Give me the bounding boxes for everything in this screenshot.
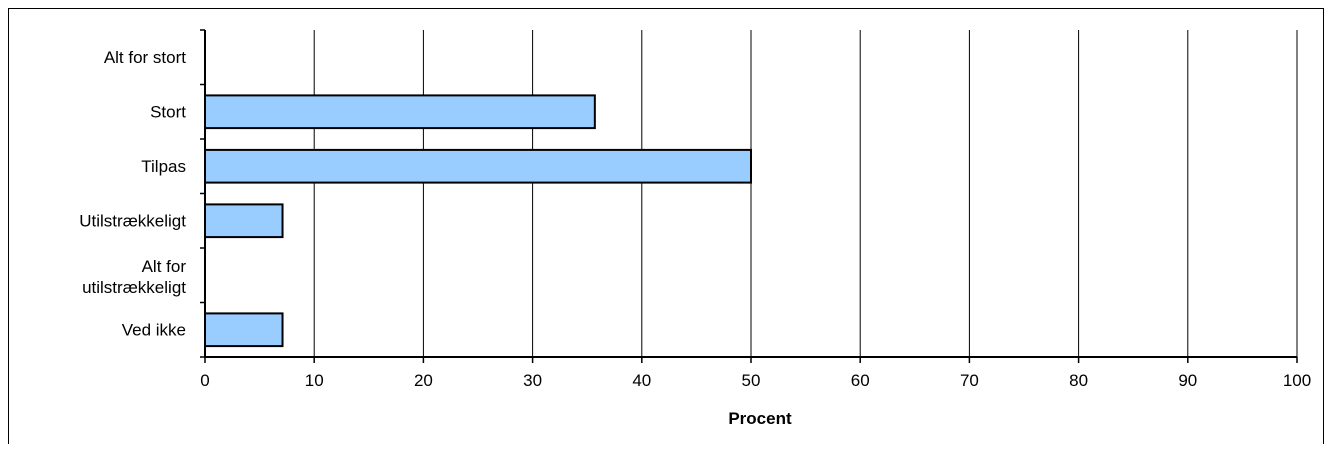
- y-category-label: Utilstrækkeligt: [79, 212, 186, 231]
- x-tick-label: 30: [523, 371, 542, 390]
- bar-3: [204, 203, 284, 239]
- x-tick-label: 90: [1178, 371, 1197, 390]
- bars: [204, 94, 752, 348]
- x-axis-title: Procent: [728, 409, 792, 428]
- bar-1: [204, 94, 596, 130]
- x-tick-label: 40: [632, 371, 651, 390]
- chart-frame: [8, 8, 1324, 444]
- x-tick-label: 70: [960, 371, 979, 390]
- x-tick-label: 0: [200, 371, 209, 390]
- bar-2: [204, 148, 752, 184]
- x-tick-label: 50: [742, 371, 761, 390]
- x-tick-label: 10: [305, 371, 324, 390]
- labels: 0 10 20 30 40 50 60 70 80 90 100 Alt for stort Stort…: [79, 48, 1311, 390]
- y-category-label: Ved ikke: [122, 321, 186, 340]
- y-category-label: Alt for stort: [104, 48, 186, 67]
- y-category-label: Alt for utilstrækkeligt: [82, 257, 186, 297]
- x-tick-label: 60: [851, 371, 870, 390]
- gridlines: [313, 30, 1298, 357]
- axes: [200, 29, 1298, 363]
- x-tick-label: 100: [1283, 371, 1311, 390]
- y-category-label: Stort: [150, 103, 186, 122]
- x-tick-label: 80: [1069, 371, 1088, 390]
- x-tick-label: 20: [414, 371, 433, 390]
- bar-5: [204, 312, 284, 348]
- y-category-label: Tilpas: [141, 157, 186, 176]
